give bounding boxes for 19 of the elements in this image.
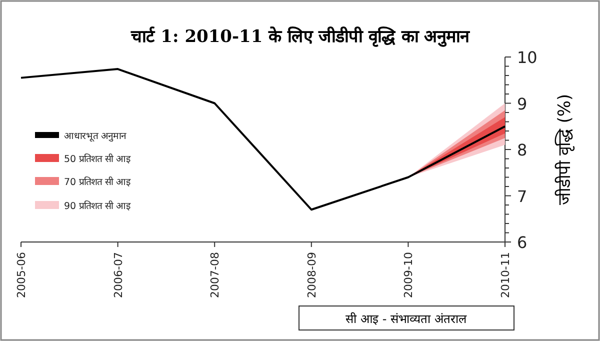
y-tick-label: 6 (517, 233, 528, 252)
x-tick-label: 2009-10 (402, 252, 416, 298)
text: सी आइ - संभाव्यता अंतराल (346, 312, 468, 326)
legend-label: आधारभूत अनुमान (64, 131, 128, 142)
legend-label: 70 प्रतिशत सी आइ (64, 176, 132, 188)
x-tick-label: 2007-08 (208, 252, 222, 298)
chart-title: चार्ट 1: 2010-11 के लिए जीडीपी वृद्धि का अनुमान (130, 26, 470, 47)
y-tick-label: 8 (517, 140, 528, 160)
y-tick-label: 10 (517, 48, 538, 67)
y-tick-label: 9 (517, 94, 528, 114)
x-tick-label: 2010-11 (499, 252, 512, 298)
legend-label: 50 प्रतिशत सी आइ (64, 153, 132, 165)
legend-label: 90 प्रतिशत सी आइ (64, 200, 132, 212)
y-tick-label: 7 (517, 186, 528, 206)
x-tick-label: 2006-07 (112, 252, 125, 298)
y-axis-title: जीडीपी वृद्धि (%) (554, 94, 575, 206)
x-tick-label: 2005-06 (15, 252, 28, 298)
x-tick-label: 2008-09 (305, 252, 318, 298)
line-series (20, 68, 506, 211)
